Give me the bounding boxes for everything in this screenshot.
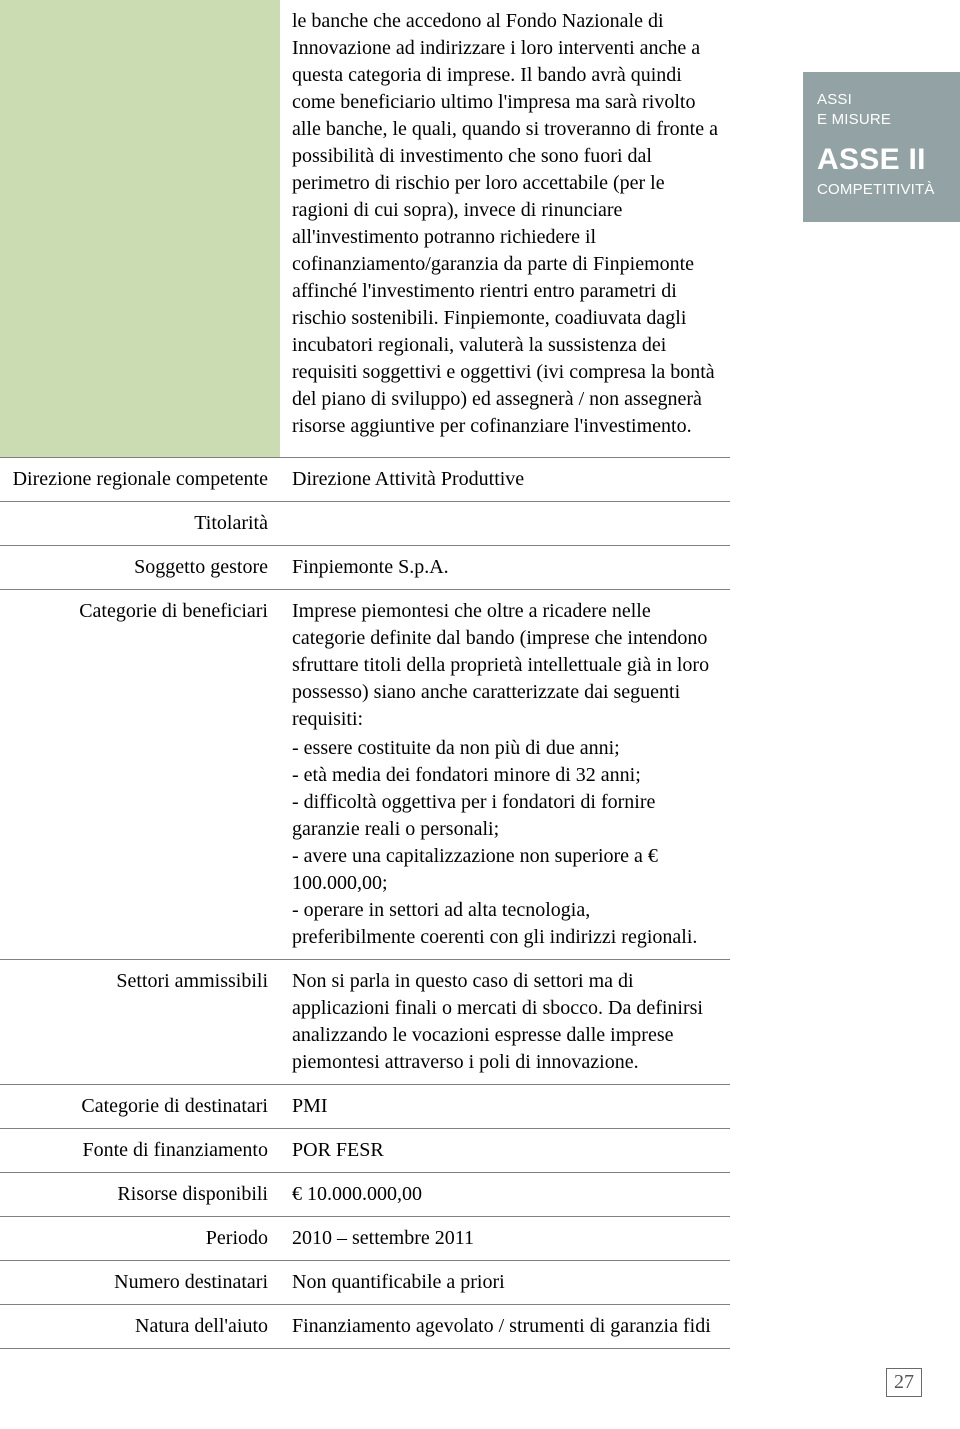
table-row-natura: Natura dell'aiuto Finanziamento agevolat… (0, 1305, 730, 1349)
row-label: Settori ammissibili (0, 960, 280, 1084)
row-label: Periodo (0, 1217, 280, 1260)
sidebar-title: ASSE II (817, 143, 950, 177)
row-label: Categorie di beneficiari (0, 590, 280, 959)
row-value: POR FESR (280, 1129, 730, 1172)
row-value-beneficiari: Imprese piemontesi che oltre a ricadere … (280, 590, 730, 959)
page-number: 27 (886, 1368, 922, 1397)
row-label-intro (0, 0, 280, 457)
row-label: Soggetto gestore (0, 546, 280, 589)
row-label: Risorse disponibili (0, 1173, 280, 1216)
table-row-titolarita: Titolarità (0, 502, 730, 546)
sidebar-subtitle: COMPETITIVITÀ (817, 181, 950, 198)
table-row-intro: le banche che accedono al Fondo Nazional… (0, 0, 730, 458)
list-item: - essere costituite da non più di due an… (292, 735, 718, 762)
sidebar-eyebrow-2: E MISURE (817, 110, 950, 130)
row-label: Direzione regionale competente (0, 458, 280, 501)
row-value: Direzione Attività Produttive (280, 458, 730, 501)
beneficiari-requisiti-list: - essere costituite da non più di due an… (292, 735, 718, 951)
list-item: - età media dei fondatori minore di 32 a… (292, 762, 718, 789)
table-row-soggetto: Soggetto gestore Finpiemonte S.p.A. (0, 546, 730, 590)
list-item: - difficoltà oggettiva per i fondatori d… (292, 789, 718, 843)
row-value: € 10.000.000,00 (280, 1173, 730, 1216)
row-value: 2010 – settembre 2011 (280, 1217, 730, 1260)
table-row-fonte: Fonte di finanziamento POR FESR (0, 1129, 730, 1173)
row-value: Non quantificabile a priori (280, 1261, 730, 1304)
definition-table: le banche che accedono al Fondo Nazional… (0, 0, 730, 1349)
row-value: Finpiemonte S.p.A. (280, 546, 730, 589)
sidebar-asse-box: ASSI E MISURE ASSE II COMPETITIVITÀ (803, 72, 960, 222)
table-row-periodo: Periodo 2010 – settembre 2011 (0, 1217, 730, 1261)
row-value: PMI (280, 1085, 730, 1128)
row-label: Numero destinatari (0, 1261, 280, 1304)
sidebar-eyebrow-1: ASSI (817, 90, 950, 110)
list-item: - avere una capitalizzazione non superio… (292, 843, 718, 897)
document-page: le banche che accedono al Fondo Nazional… (0, 0, 960, 1429)
row-value (280, 502, 730, 545)
table-row-direzione: Direzione regionale competente Direzione… (0, 458, 730, 502)
table-row-destinatari: Categorie di destinatari PMI (0, 1085, 730, 1129)
list-item: - operare in settori ad alta tecnologia,… (292, 897, 718, 951)
table-row-numero: Numero destinatari Non quantificabile a … (0, 1261, 730, 1305)
row-label: Titolarità (0, 502, 280, 545)
row-value-intro: le banche che accedono al Fondo Nazional… (280, 0, 730, 457)
row-value: Finanziamento agevolato / strumenti di g… (280, 1305, 730, 1348)
row-value: Non si parla in questo caso di settori m… (280, 960, 730, 1084)
row-label: Fonte di finanziamento (0, 1129, 280, 1172)
row-label: Categorie di destinatari (0, 1085, 280, 1128)
table-row-settori: Settori ammissibili Non si parla in ques… (0, 960, 730, 1085)
row-label: Natura dell'aiuto (0, 1305, 280, 1348)
table-row-beneficiari: Categorie di beneficiari Imprese piemont… (0, 590, 730, 960)
beneficiari-intro: Imprese piemontesi che oltre a ricadere … (292, 600, 709, 730)
table-row-risorse: Risorse disponibili € 10.000.000,00 (0, 1173, 730, 1217)
